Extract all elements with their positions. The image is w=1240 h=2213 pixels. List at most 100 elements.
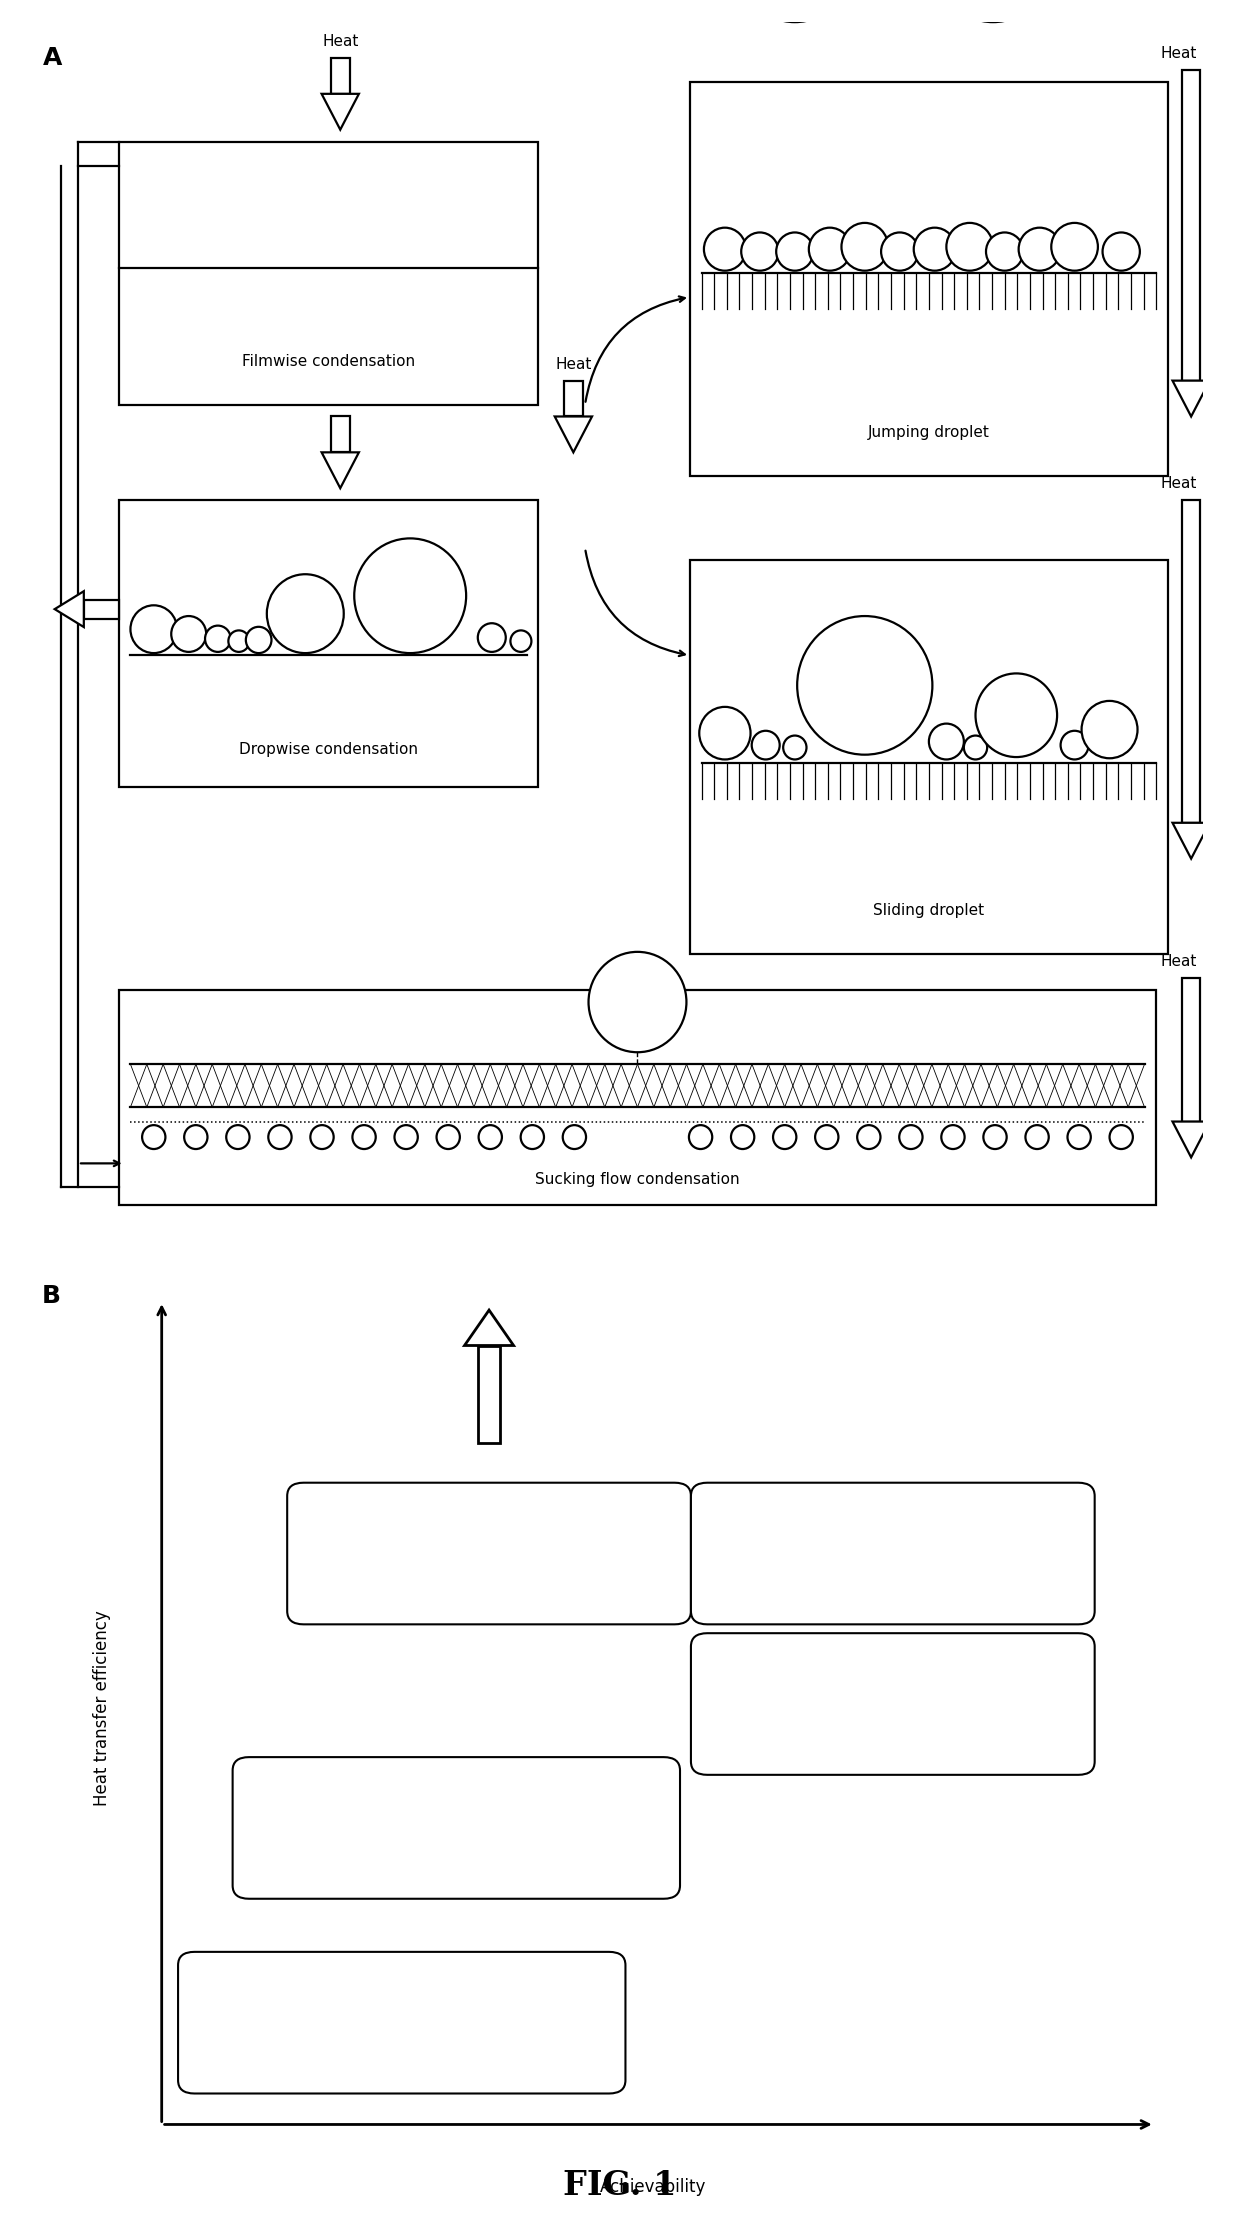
FancyBboxPatch shape [288,1483,691,1624]
Text: Jumping droplet: Jumping droplet [868,425,990,440]
Circle shape [267,573,343,653]
Circle shape [563,1124,587,1149]
Polygon shape [1173,823,1210,859]
Bar [119,989,1156,1206]
Circle shape [185,1124,207,1149]
FancyBboxPatch shape [233,1757,680,1899]
Circle shape [742,232,779,270]
Circle shape [1060,730,1089,759]
Circle shape [1025,1124,1049,1149]
Circle shape [226,1124,249,1149]
Circle shape [355,538,466,653]
Circle shape [352,1124,376,1149]
Circle shape [732,1124,754,1149]
Circle shape [521,1124,544,1149]
Circle shape [857,1124,880,1149]
Text: A: A [43,46,62,71]
Bar [689,82,1168,476]
Polygon shape [554,416,591,451]
Polygon shape [1173,381,1210,416]
Bar [1182,978,1200,1122]
Circle shape [130,606,177,653]
Text: Achievability: Achievability [600,2178,706,2195]
Circle shape [882,232,919,270]
Text: Sucking: Sucking [454,1545,525,1562]
Bar [564,381,583,416]
FancyBboxPatch shape [179,1952,625,2093]
Circle shape [689,1124,712,1149]
Text: Sucking flow condensation: Sucking flow condensation [536,1173,740,1186]
Circle shape [797,615,932,755]
Circle shape [899,1124,923,1149]
Circle shape [1110,1124,1133,1149]
Circle shape [1081,702,1137,759]
Circle shape [963,735,987,759]
Text: Jumping: Jumping [856,1545,930,1562]
Circle shape [310,1124,334,1149]
Polygon shape [321,93,358,131]
Text: Dropwise condensation: Dropwise condensation [239,741,418,757]
Bar [119,142,538,405]
Circle shape [941,1124,965,1149]
Circle shape [808,228,851,270]
Bar [787,0,802,15]
Bar [331,416,350,451]
Text: Heat: Heat [1161,476,1197,491]
Text: Heat transfer efficiency: Heat transfer efficiency [93,1611,110,1806]
Circle shape [929,724,963,759]
Polygon shape [465,1310,513,1346]
Polygon shape [55,591,84,626]
Circle shape [751,730,780,759]
Circle shape [983,1124,1007,1149]
Circle shape [1102,232,1140,270]
Text: B: B [42,1284,61,1308]
Text: FIG. 1: FIG. 1 [563,2169,677,2202]
FancyBboxPatch shape [691,1483,1095,1624]
Bar [84,600,119,620]
FancyBboxPatch shape [691,1633,1095,1775]
Circle shape [776,232,813,270]
Text: Heat: Heat [322,33,358,49]
Circle shape [143,1124,165,1149]
Text: Heat: Heat [1161,46,1197,62]
Circle shape [986,232,1023,270]
Circle shape [737,0,853,22]
Bar [986,0,999,15]
Bar [331,58,350,93]
Text: Sliding: Sliding [862,1695,924,1713]
Circle shape [946,224,993,270]
Circle shape [246,626,272,653]
Bar [1182,500,1200,823]
Bar [689,560,1168,954]
Circle shape [784,735,806,759]
Circle shape [205,626,231,653]
Circle shape [773,1124,796,1149]
Circle shape [842,224,888,270]
Circle shape [394,1124,418,1149]
Circle shape [815,1124,838,1149]
Circle shape [935,0,1052,22]
Bar [479,1346,500,1443]
Circle shape [976,673,1056,757]
Text: Sliding droplet: Sliding droplet [873,903,985,918]
Circle shape [477,624,506,653]
Text: Heat: Heat [1161,954,1197,969]
Circle shape [699,706,750,759]
Circle shape [914,228,956,270]
Polygon shape [321,451,358,489]
Polygon shape [1173,1122,1210,1157]
Bar [119,500,538,788]
Circle shape [704,228,746,270]
Circle shape [268,1124,291,1149]
Text: Filmwise condensation: Filmwise condensation [242,354,415,370]
Circle shape [171,615,206,653]
Circle shape [228,631,249,653]
Circle shape [479,1124,502,1149]
Text: Heat: Heat [556,356,591,372]
Circle shape [436,1124,460,1149]
Circle shape [1018,228,1060,270]
Circle shape [1052,224,1097,270]
Circle shape [1068,1124,1091,1149]
Circle shape [511,631,532,653]
Text: Dropwise: Dropwise [414,1819,498,1837]
